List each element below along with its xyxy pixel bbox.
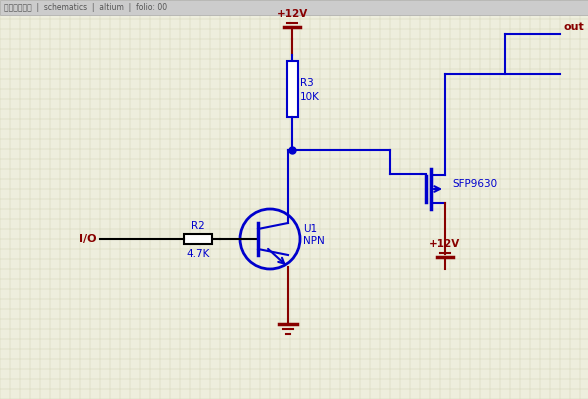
Text: NPN: NPN bbox=[303, 236, 325, 246]
Bar bbox=[184, 234, 212, 244]
Text: R2: R2 bbox=[191, 221, 205, 231]
Text: I/O: I/O bbox=[79, 234, 97, 244]
Bar bbox=[286, 61, 298, 117]
Text: +12V: +12V bbox=[276, 9, 308, 19]
Text: SFP9630: SFP9630 bbox=[452, 179, 497, 189]
Text: out: out bbox=[563, 22, 584, 32]
Text: 全飛電子論壇  |  schematics  |  altium  |  folio: 00: 全飛電子論壇 | schematics | altium | folio: 00 bbox=[4, 3, 167, 12]
Text: 4.7K: 4.7K bbox=[186, 249, 210, 259]
Text: +12V: +12V bbox=[429, 239, 460, 249]
Text: R3: R3 bbox=[300, 78, 314, 88]
Text: 10K: 10K bbox=[300, 92, 320, 102]
Bar bbox=[0, 0, 588, 15]
Text: U1: U1 bbox=[303, 224, 317, 234]
